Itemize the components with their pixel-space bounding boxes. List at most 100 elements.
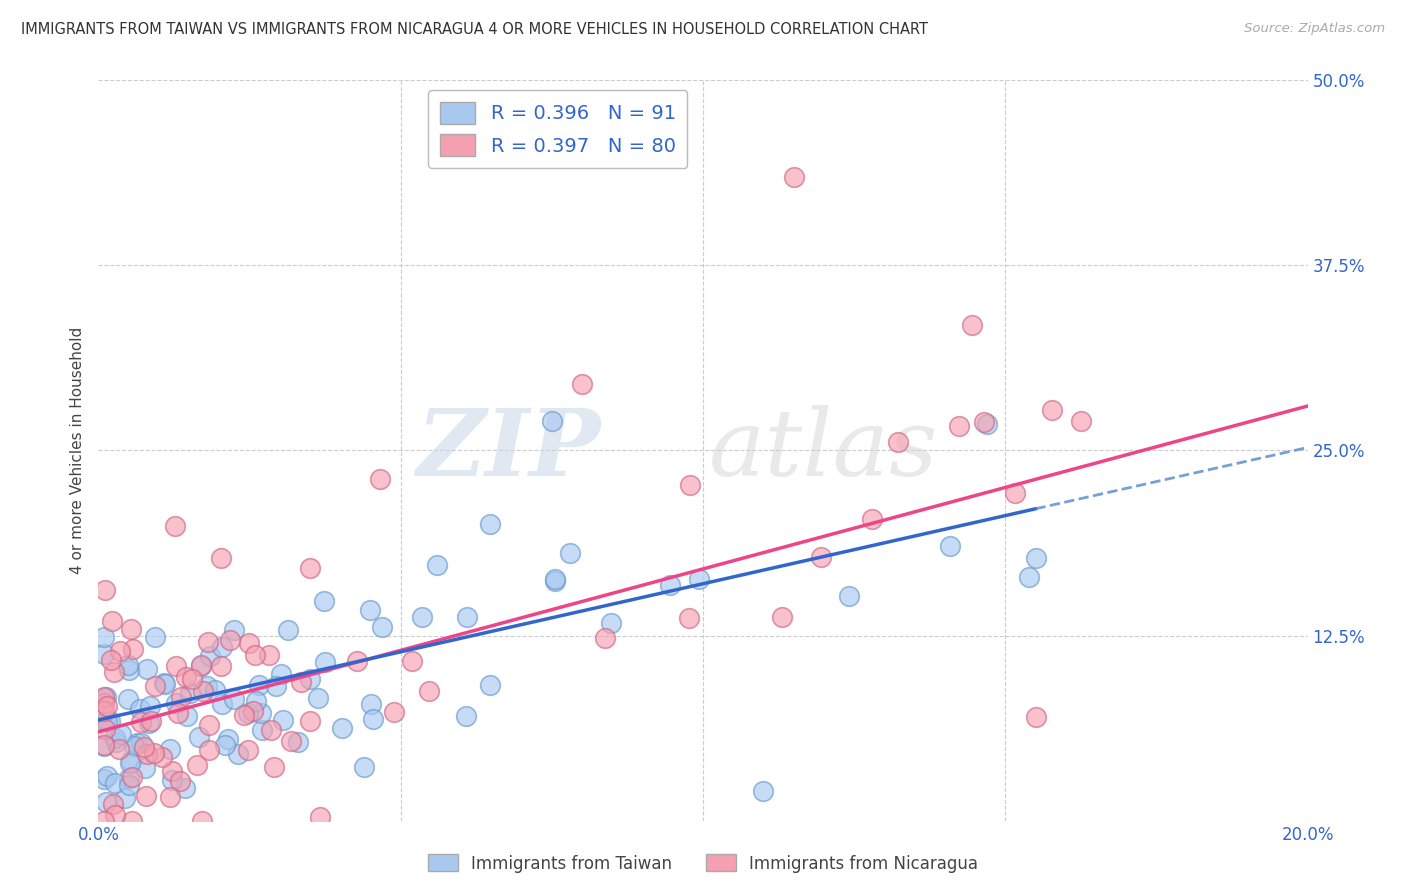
Point — [186, 757, 208, 772]
Point — [121, 770, 143, 784]
Point — [191, 683, 214, 698]
Point — [153, 677, 176, 691]
Point — [371, 620, 394, 634]
Point — [211, 698, 233, 712]
Point — [679, 478, 702, 492]
Point — [478, 516, 501, 531]
Point — [93, 772, 115, 786]
Point — [96, 769, 118, 783]
Point — [176, 709, 198, 723]
Point — [134, 761, 156, 775]
Point — [118, 778, 141, 792]
Point — [226, 747, 249, 761]
Point — [136, 747, 159, 761]
Point — [93, 814, 115, 828]
Point — [217, 732, 239, 747]
Point — [287, 734, 309, 748]
Point — [197, 634, 219, 648]
Point — [249, 678, 271, 692]
Point — [595, 631, 617, 645]
Point — [120, 754, 142, 768]
Point — [188, 730, 211, 744]
Point — [93, 704, 115, 718]
Point — [456, 610, 478, 624]
Text: ZIP: ZIP — [416, 406, 600, 495]
Point — [368, 471, 391, 485]
Point — [426, 558, 449, 573]
Point — [190, 659, 212, 673]
Text: IMMIGRANTS FROM TAIWAN VS IMMIGRANTS FROM NICARAGUA 4 OR MORE VEHICLES IN HOUSEH: IMMIGRANTS FROM TAIWAN VS IMMIGRANTS FRO… — [21, 22, 928, 37]
Point — [138, 715, 160, 730]
Point — [659, 578, 682, 592]
Point — [179, 686, 201, 700]
Point — [129, 736, 152, 750]
Point — [96, 714, 118, 728]
Point — [114, 790, 136, 805]
Point — [245, 694, 267, 708]
Point — [280, 733, 302, 747]
Point — [118, 771, 141, 785]
Point — [104, 731, 127, 745]
Point — [160, 764, 183, 778]
Point — [165, 658, 187, 673]
Point — [887, 435, 910, 450]
Point — [600, 615, 623, 630]
Point — [163, 519, 186, 533]
Point — [153, 676, 176, 690]
Point — [810, 549, 832, 564]
Point — [299, 714, 322, 728]
Point — [361, 712, 384, 726]
Point — [118, 663, 141, 677]
Point — [195, 679, 218, 693]
Point — [838, 589, 860, 603]
Point — [544, 572, 567, 586]
Point — [411, 609, 433, 624]
Point — [270, 667, 292, 681]
Point — [558, 547, 581, 561]
Point — [752, 784, 775, 798]
Point — [198, 648, 221, 663]
Point — [209, 659, 232, 673]
Point — [259, 723, 281, 737]
Point — [222, 623, 245, 637]
Point — [1004, 485, 1026, 500]
Point — [688, 572, 710, 586]
Point — [103, 665, 125, 680]
Point — [94, 714, 117, 728]
Point — [143, 746, 166, 760]
Point — [236, 742, 259, 756]
Point — [93, 630, 115, 644]
Point — [544, 574, 567, 588]
Point — [204, 682, 226, 697]
Point — [401, 654, 423, 668]
Point — [948, 419, 970, 434]
Point — [117, 658, 139, 673]
Point — [110, 727, 132, 741]
Point — [209, 550, 232, 565]
Point — [264, 679, 287, 693]
Point — [973, 415, 995, 429]
Point — [105, 735, 128, 749]
Point — [290, 675, 312, 690]
Point — [93, 696, 115, 710]
Point — [122, 739, 145, 753]
Point — [770, 610, 793, 624]
Point — [129, 702, 152, 716]
Text: Source: ZipAtlas.com: Source: ZipAtlas.com — [1244, 22, 1385, 36]
Point — [330, 722, 353, 736]
Point — [250, 706, 273, 721]
Point — [169, 774, 191, 789]
Point — [243, 648, 266, 662]
Point — [307, 691, 329, 706]
Point — [211, 640, 233, 654]
Point — [143, 631, 166, 645]
Point — [93, 739, 115, 754]
Point — [121, 814, 143, 828]
Point — [478, 678, 501, 692]
Point — [98, 714, 121, 728]
Point — [783, 169, 806, 184]
Point — [103, 797, 125, 812]
Point — [571, 376, 593, 391]
Point — [250, 723, 273, 737]
Point — [159, 789, 181, 804]
